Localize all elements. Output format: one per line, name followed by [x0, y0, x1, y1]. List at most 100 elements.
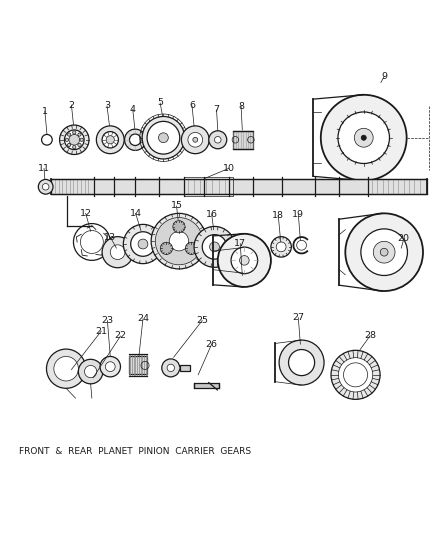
Text: 26: 26 — [206, 340, 218, 349]
Circle shape — [131, 232, 155, 256]
Text: 22: 22 — [114, 332, 127, 341]
Text: 7: 7 — [214, 106, 219, 115]
Circle shape — [169, 231, 189, 251]
Circle shape — [338, 112, 389, 164]
Circle shape — [106, 362, 115, 372]
Circle shape — [67, 143, 71, 147]
Text: 21: 21 — [95, 327, 107, 336]
Circle shape — [124, 224, 162, 264]
Circle shape — [78, 359, 103, 384]
Circle shape — [209, 131, 227, 149]
Circle shape — [142, 117, 185, 159]
Circle shape — [279, 340, 324, 385]
Text: 5: 5 — [157, 99, 163, 108]
Bar — [194, 383, 219, 387]
Circle shape — [162, 359, 180, 377]
Circle shape — [151, 213, 207, 269]
Circle shape — [188, 132, 203, 147]
Circle shape — [181, 126, 209, 154]
Text: 25: 25 — [196, 316, 208, 325]
Text: 8: 8 — [238, 102, 244, 111]
Circle shape — [60, 125, 89, 155]
Text: 9: 9 — [381, 72, 387, 81]
Circle shape — [193, 138, 198, 142]
Text: 18: 18 — [272, 211, 284, 220]
Circle shape — [354, 128, 373, 147]
Text: 20: 20 — [398, 234, 410, 243]
Circle shape — [96, 126, 124, 154]
Bar — [184, 177, 233, 196]
Circle shape — [102, 132, 118, 148]
Circle shape — [339, 358, 373, 392]
Circle shape — [276, 242, 286, 252]
Circle shape — [331, 350, 380, 399]
Circle shape — [78, 143, 81, 147]
Circle shape — [361, 135, 366, 140]
Bar — [233, 131, 253, 149]
Bar — [180, 365, 191, 371]
Circle shape — [159, 133, 168, 143]
Text: 14: 14 — [130, 209, 141, 218]
Circle shape — [38, 180, 53, 194]
Text: 28: 28 — [364, 332, 376, 341]
Bar — [129, 357, 148, 374]
Text: 24: 24 — [137, 314, 149, 324]
Text: 15: 15 — [170, 201, 183, 211]
Text: 1: 1 — [42, 107, 48, 116]
Circle shape — [210, 242, 219, 252]
Circle shape — [173, 221, 185, 233]
Text: 17: 17 — [234, 239, 246, 248]
Text: 11: 11 — [38, 164, 50, 173]
Circle shape — [194, 227, 235, 268]
Circle shape — [110, 245, 125, 260]
Circle shape — [138, 239, 148, 249]
Circle shape — [85, 366, 97, 378]
Circle shape — [124, 129, 146, 150]
Circle shape — [102, 237, 133, 268]
Circle shape — [345, 213, 423, 291]
Text: 23: 23 — [101, 316, 113, 325]
Text: FRONT  &  REAR  PLANET  PINION  CARRIER  GEARS: FRONT & REAR PLANET PINION CARRIER GEARS — [19, 447, 251, 456]
Text: 16: 16 — [206, 209, 218, 219]
Circle shape — [361, 229, 407, 276]
Circle shape — [54, 357, 78, 381]
Circle shape — [289, 350, 314, 376]
Circle shape — [42, 183, 49, 190]
Circle shape — [46, 349, 86, 389]
Circle shape — [80, 138, 83, 141]
Circle shape — [373, 241, 395, 263]
Circle shape — [147, 122, 180, 154]
Text: 2: 2 — [68, 101, 74, 109]
Bar — [51, 180, 427, 194]
Circle shape — [215, 136, 221, 143]
Circle shape — [271, 237, 291, 257]
Circle shape — [202, 235, 227, 259]
Circle shape — [73, 146, 76, 149]
Text: 27: 27 — [292, 313, 304, 322]
Circle shape — [167, 364, 174, 372]
Text: 4: 4 — [130, 105, 136, 114]
Circle shape — [64, 130, 84, 150]
Text: 19: 19 — [292, 209, 304, 219]
Circle shape — [100, 357, 120, 377]
Circle shape — [69, 134, 80, 145]
Circle shape — [155, 217, 202, 265]
Text: 10: 10 — [223, 164, 235, 173]
Text: 6: 6 — [189, 101, 195, 110]
Circle shape — [185, 243, 198, 254]
Circle shape — [160, 243, 173, 254]
Circle shape — [65, 138, 69, 141]
Circle shape — [218, 234, 271, 287]
Circle shape — [380, 248, 388, 256]
Circle shape — [130, 134, 141, 146]
Text: 12: 12 — [80, 209, 92, 218]
Circle shape — [106, 136, 114, 144]
Circle shape — [78, 133, 81, 136]
Circle shape — [73, 131, 76, 134]
Text: 13: 13 — [104, 232, 117, 241]
Circle shape — [231, 247, 258, 273]
Circle shape — [67, 133, 71, 136]
Circle shape — [321, 95, 406, 181]
Circle shape — [240, 256, 249, 265]
Text: 3: 3 — [104, 101, 110, 110]
